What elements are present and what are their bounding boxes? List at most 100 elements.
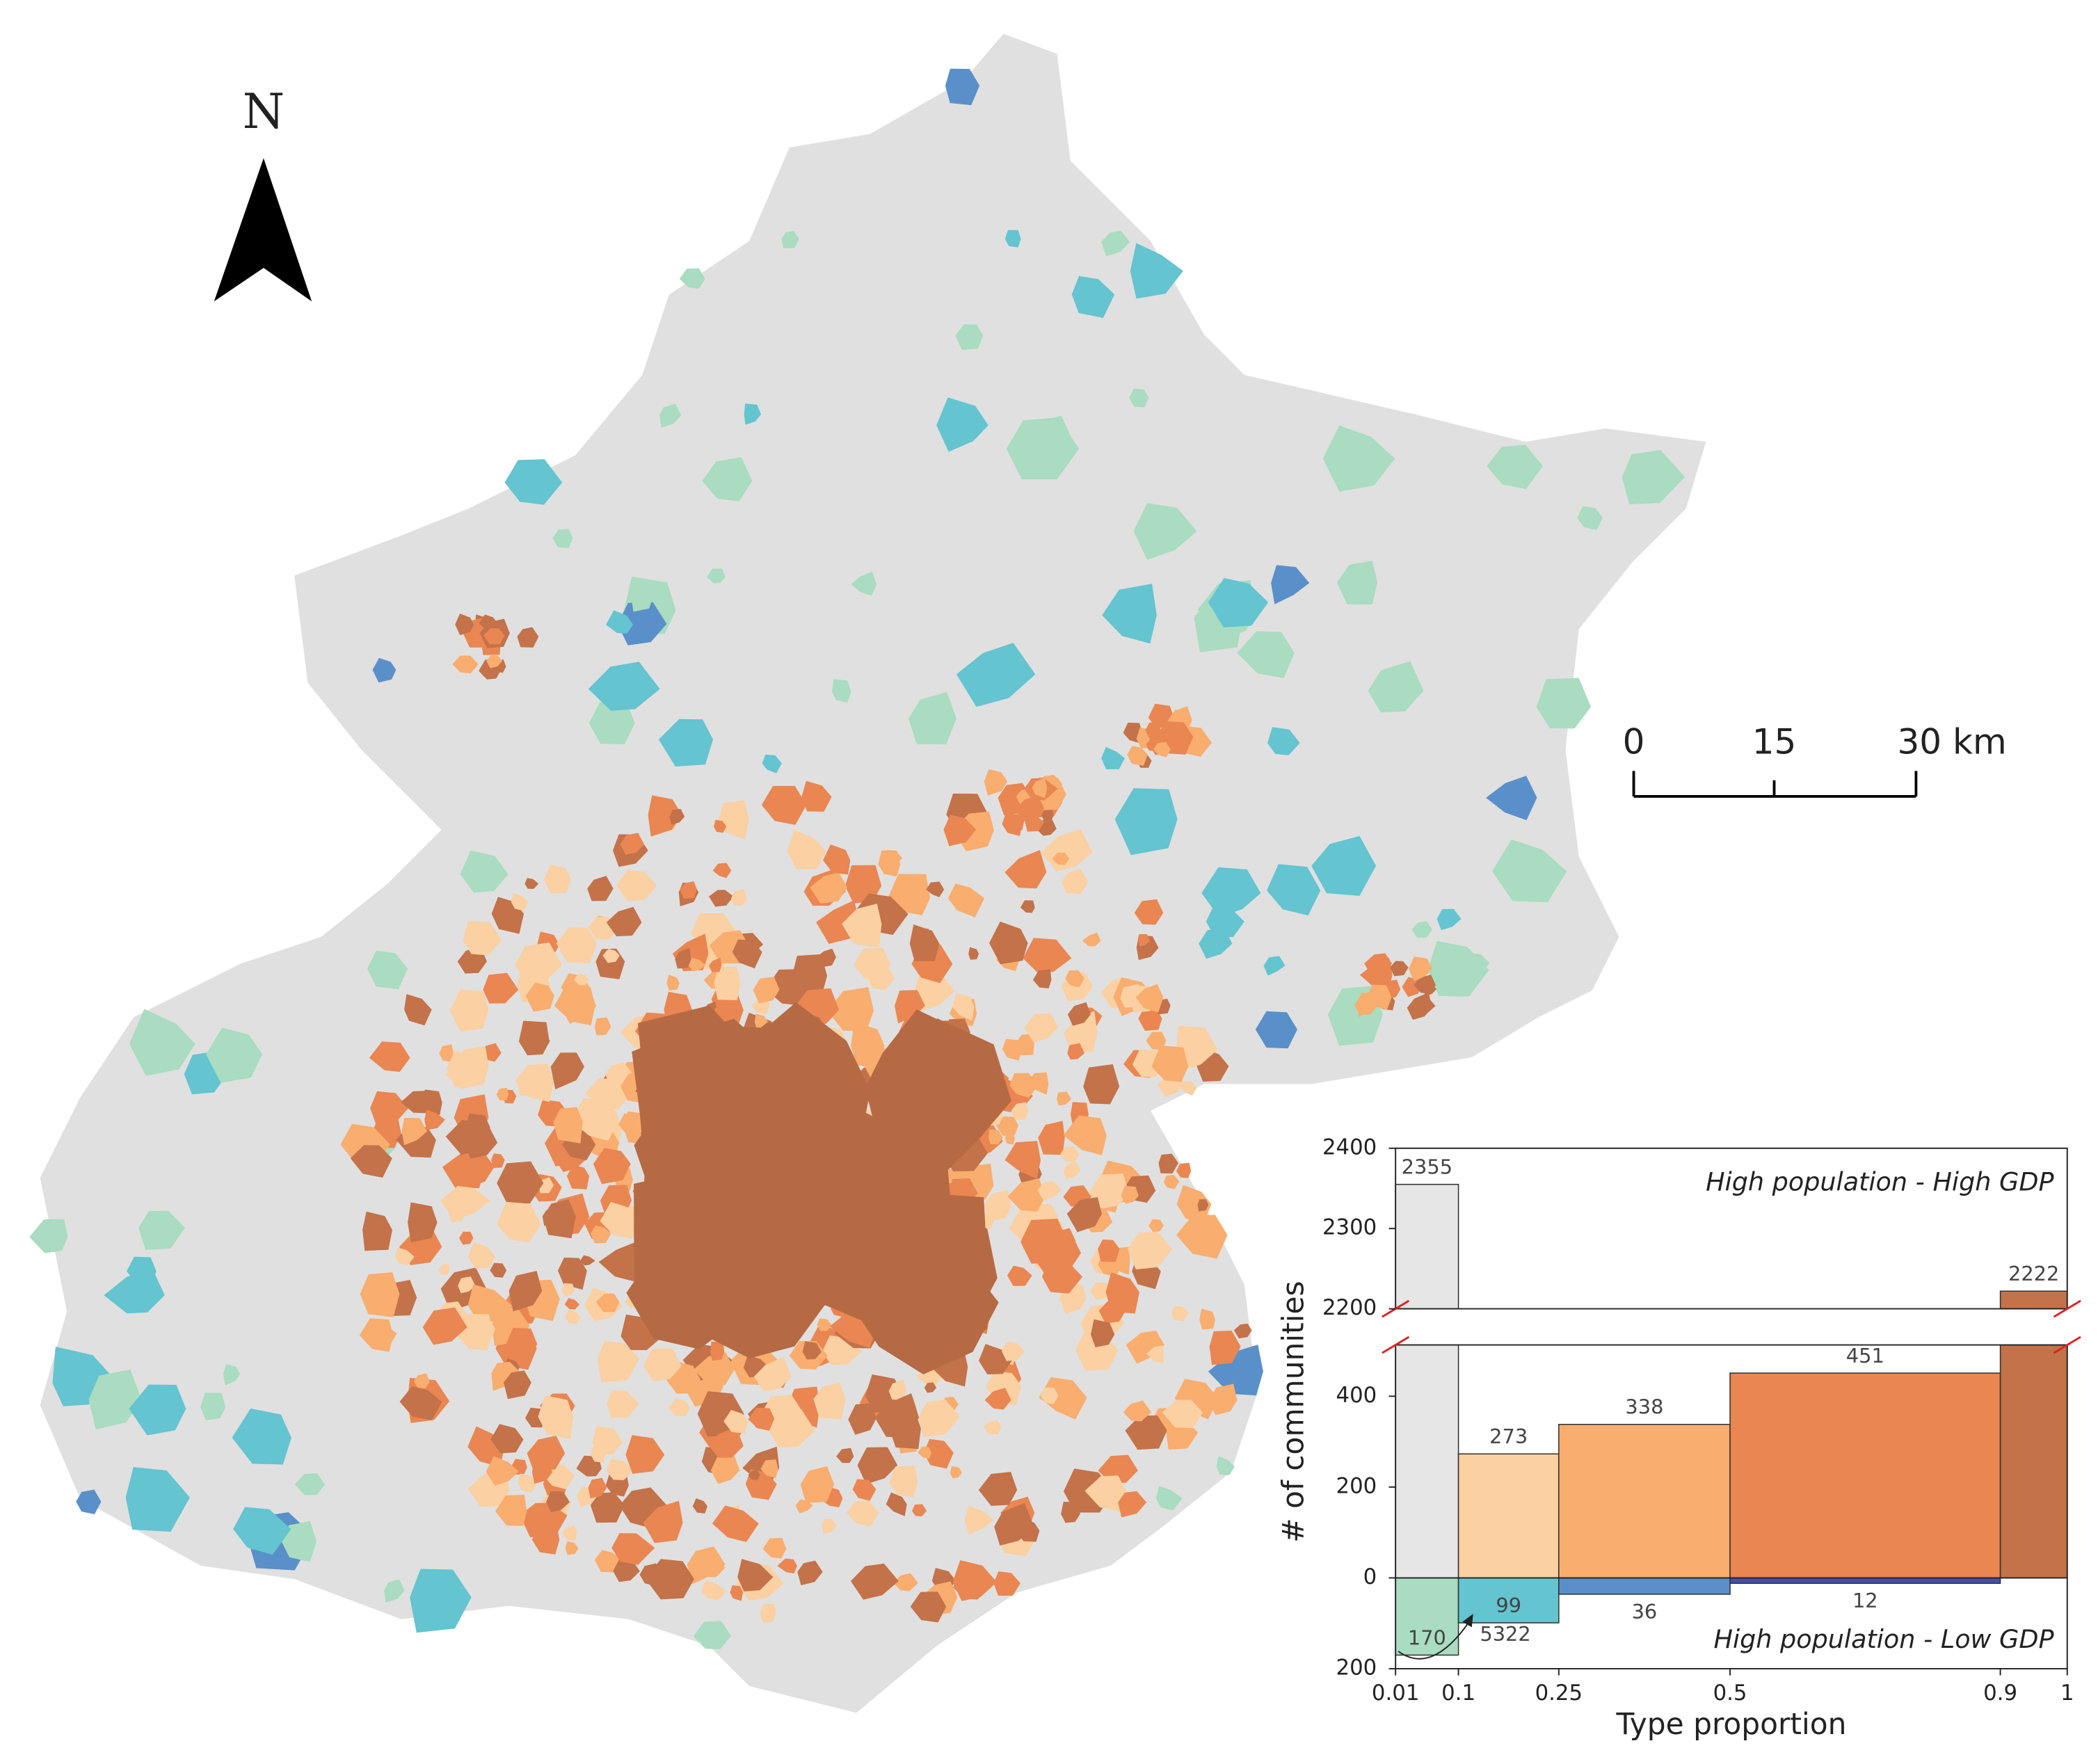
map-patch (895, 990, 925, 1024)
map-patch (467, 1242, 496, 1269)
map-patch (590, 1225, 611, 1244)
map-patch (767, 1129, 860, 1214)
map-patch (1138, 1006, 1162, 1031)
scale-label: 0 (1623, 721, 1645, 762)
map-patch (1032, 777, 1048, 799)
map-patch (1011, 1102, 1029, 1120)
map-patch (1024, 1013, 1059, 1043)
axis-break (2053, 1336, 2081, 1354)
map-patch (1148, 1219, 1164, 1233)
map-patch (984, 1388, 1011, 1410)
map-patch (943, 815, 977, 847)
map-patch (955, 324, 984, 351)
map-patch (1199, 1308, 1215, 1330)
map-patch (1127, 746, 1148, 766)
map-patch (710, 1455, 740, 1484)
map-patch (1176, 1214, 1228, 1259)
map-patch (408, 1202, 438, 1243)
map-patch (712, 863, 732, 879)
map-patch (631, 584, 653, 612)
map-patch (1040, 1387, 1059, 1404)
map-patch (1061, 1501, 1080, 1523)
map-patch (1216, 1456, 1235, 1475)
map-patch (865, 1009, 995, 1173)
map-patch (1067, 1043, 1084, 1060)
map-patch (620, 833, 645, 855)
map-patch (588, 662, 660, 711)
map-patch (452, 655, 479, 674)
map-patch (562, 1525, 577, 1541)
map-patch (491, 1361, 522, 1391)
map-patch (605, 610, 633, 634)
map-patch (1102, 584, 1157, 644)
map-patch (1486, 776, 1537, 821)
map-patch (836, 1448, 854, 1464)
map-patch (816, 948, 836, 968)
map-patch (606, 1458, 634, 1480)
bar (1558, 1423, 1731, 1579)
value-label: 36 (1632, 1600, 1658, 1623)
map-patch (1098, 1301, 1126, 1324)
map-patch (868, 964, 895, 991)
map-patch (1037, 1181, 1062, 1201)
map-patch (543, 865, 571, 894)
map-patch (1311, 835, 1377, 897)
bar (1457, 1577, 1560, 1623)
map-patch (648, 795, 682, 837)
map-patch (1020, 1218, 1068, 1264)
map-patch (737, 1559, 774, 1591)
map-patch (465, 1113, 490, 1144)
map-patch (945, 68, 980, 106)
map-patch (1121, 1185, 1139, 1204)
map-patch (879, 850, 902, 867)
map-patch (1208, 1345, 1263, 1396)
map-patch (995, 1116, 1019, 1136)
map-patch (449, 989, 489, 1032)
map-patch (587, 876, 614, 901)
map-patch (463, 920, 502, 956)
map-patch (424, 1109, 445, 1130)
map-patch (744, 403, 762, 425)
map-patch (1322, 425, 1395, 492)
map-patch (1133, 503, 1197, 560)
map-patch (553, 1107, 583, 1144)
map-patch (1098, 1239, 1120, 1262)
map-patch (1101, 230, 1130, 257)
map-patch (525, 982, 554, 1012)
map-patch (561, 1283, 575, 1297)
map-patch (486, 1456, 519, 1486)
map-patch (362, 1211, 392, 1251)
map-patch (491, 1153, 505, 1169)
map-patch (1032, 969, 1052, 988)
map-patch (1199, 927, 1233, 959)
map-patch (442, 1148, 486, 1189)
map-patch (1127, 1231, 1173, 1270)
map-patch (886, 1492, 907, 1516)
map-patch (802, 1341, 822, 1360)
map-patch (504, 459, 563, 505)
map-patch (125, 1467, 190, 1532)
annotation: 5322 (1480, 1622, 1530, 1646)
x-tick-label: 0.25 (1535, 1681, 1583, 1706)
map-patch (1130, 243, 1183, 299)
map-patch (625, 1435, 665, 1474)
map-patch (1052, 852, 1070, 865)
map-patch (753, 1356, 792, 1392)
map-patch (936, 397, 988, 452)
map-patch (918, 1446, 932, 1459)
map-patch (565, 1310, 581, 1324)
map-patch (455, 614, 474, 636)
x-tick-label: 0.01 (1372, 1681, 1420, 1706)
map-patch (769, 1409, 815, 1448)
map-patch (1158, 1153, 1178, 1174)
map-patch (531, 1523, 560, 1555)
map-patch (556, 927, 598, 964)
y-tick-label: 200 (1336, 1473, 1377, 1498)
map-patch (1197, 1198, 1209, 1212)
map-patch (129, 1384, 186, 1436)
map-patch (447, 1050, 486, 1088)
map-patch (595, 1293, 620, 1313)
axis-break (1382, 1336, 1410, 1354)
map-patch (514, 942, 563, 983)
